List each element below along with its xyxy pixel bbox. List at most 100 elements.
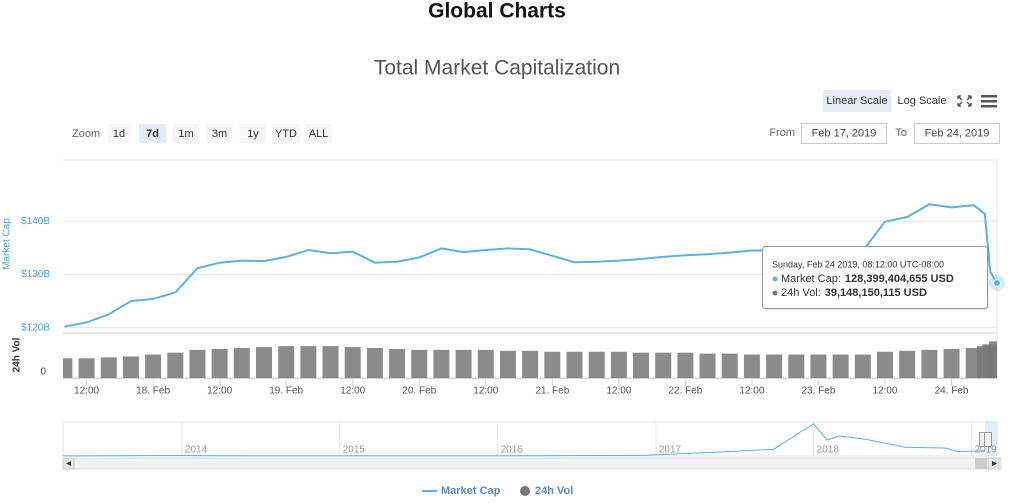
x-tick-label: 18. Feb	[136, 386, 170, 397]
legend-item[interactable]: Market Cap	[422, 485, 501, 497]
navigator-handle[interactable]	[979, 432, 992, 447]
button-label: 1m	[178, 128, 193, 140]
volume-bar	[989, 341, 997, 378]
button-bg	[139, 124, 166, 143]
button-label: YTD	[275, 128, 297, 140]
volume-bar	[810, 354, 827, 378]
zoom-button[interactable]: 1m	[173, 124, 199, 143]
x-tick-label: 22. Feb	[668, 386, 702, 397]
zoom-button[interactable]: ALL	[305, 124, 332, 143]
to-input[interactable]: Feb 24, 2019	[914, 123, 1000, 144]
tooltip-value: 128,399,404,655 USD	[845, 273, 954, 285]
tooltip-line: Market Cap: 128,399,404,655 USD	[781, 273, 954, 285]
button-bg	[240, 124, 266, 143]
volume-bar	[633, 352, 650, 378]
handle	[984, 432, 992, 447]
volume-bar	[588, 351, 605, 378]
button-bg	[173, 124, 199, 143]
input-box	[801, 123, 887, 144]
y-tick-label: $130B	[21, 269, 50, 280]
tooltip-dot	[772, 290, 778, 296]
zoom-button[interactable]: 1d	[108, 124, 130, 143]
icon-path	[957, 95, 972, 107]
volume-bar	[544, 351, 561, 378]
volume-bar	[499, 350, 516, 378]
tooltip-label: 24h Vol:	[781, 287, 821, 299]
menu-bar	[981, 100, 997, 103]
scroll-left[interactable]	[62, 457, 75, 470]
from-input[interactable]: Feb 17, 2019	[801, 123, 887, 144]
volume-bar	[78, 358, 95, 378]
volume-bar	[278, 346, 295, 378]
volume-bar	[322, 346, 339, 378]
x-tick-label: 24. Feb	[935, 386, 969, 397]
arrow	[66, 461, 71, 466]
volume-bar	[63, 358, 73, 378]
button-label: Log Scale	[898, 95, 947, 107]
volume-bar	[344, 347, 361, 378]
to-label: To	[895, 127, 907, 139]
scale-button[interactable]: Log Scale	[898, 95, 947, 107]
button-label: Linear Scale	[826, 95, 887, 107]
zoom-button[interactable]: 1y	[240, 124, 266, 143]
tooltip-title: Sunday, Feb 24 2019, 08:12:00 UTC-08:00	[772, 259, 944, 269]
to-value: Feb 24, 2019	[925, 127, 990, 139]
button-label: 1d	[113, 128, 125, 140]
legend-label: 24h Vol	[535, 485, 573, 497]
volume-bar	[100, 357, 117, 378]
volume-bar	[145, 354, 162, 378]
zoom-button[interactable]: 3m	[206, 124, 233, 143]
x-tick-label: 12:00	[340, 386, 365, 397]
y-tick-label: $140B	[21, 216, 50, 227]
button-label: 1y	[247, 128, 259, 140]
y2-axis-title: 24h Vol	[12, 337, 23, 372]
volume-bar	[766, 354, 783, 378]
menu-bar	[981, 105, 997, 108]
volume-bar	[721, 353, 738, 378]
volume-bar	[411, 349, 428, 378]
x-tick-label: 20. Feb	[402, 386, 436, 397]
x-tick-label: 12:00	[872, 386, 897, 397]
menu-icon[interactable]	[981, 95, 997, 108]
y2-tick-label: 0	[40, 367, 46, 378]
navigator-label: 2017	[659, 445, 682, 456]
legend-item[interactable]: 24h Vol	[520, 485, 573, 497]
from-value: Feb 17, 2019	[812, 127, 877, 139]
volume-bar	[899, 350, 916, 378]
zoom-button[interactable]: YTD	[272, 124, 300, 143]
tooltip-line: 24h Vol: 39,148,150,115 USD	[781, 287, 927, 299]
navigator-bg	[62, 421, 998, 457]
tooltip-box	[762, 246, 988, 309]
from-label: From	[769, 127, 795, 139]
volume-bar	[876, 351, 893, 378]
x-tick-label: 19. Feb	[269, 386, 303, 397]
volume-bar	[743, 354, 760, 378]
x-tick-label: 12:00	[739, 386, 764, 397]
tooltip-value: 39,148,150,115 USD	[825, 287, 927, 299]
volume-bar	[366, 348, 383, 378]
x-tick-label: 23. Feb	[802, 386, 836, 397]
volume-bar	[167, 352, 184, 378]
x-tick-label: 12:00	[74, 386, 99, 397]
navigator-label: 2016	[501, 445, 524, 456]
zoom-button[interactable]: 7d	[139, 124, 166, 143]
volume-bar	[122, 356, 139, 378]
navigator-label: 2018	[817, 445, 840, 456]
volume-bar	[389, 348, 406, 378]
volume-bar	[300, 346, 317, 378]
scrollbar-track	[62, 457, 1002, 470]
fullscreen-icon[interactable]	[957, 95, 972, 107]
volume-bar	[699, 353, 716, 378]
scrollbar-thumb	[975, 458, 987, 469]
x-tick-label: 12:00	[473, 386, 498, 397]
x-tick-label: 12:00	[207, 386, 232, 397]
legend-label: Market Cap	[441, 485, 501, 497]
input-box	[914, 123, 1000, 144]
navigator-line	[62, 423, 985, 457]
navigator-label: 2019	[974, 445, 997, 456]
tooltip-label: Market Cap:	[781, 273, 841, 285]
scroll-right[interactable]	[987, 457, 1000, 470]
button-bg	[108, 124, 130, 143]
scale-button[interactable]: Linear Scale	[823, 90, 891, 112]
